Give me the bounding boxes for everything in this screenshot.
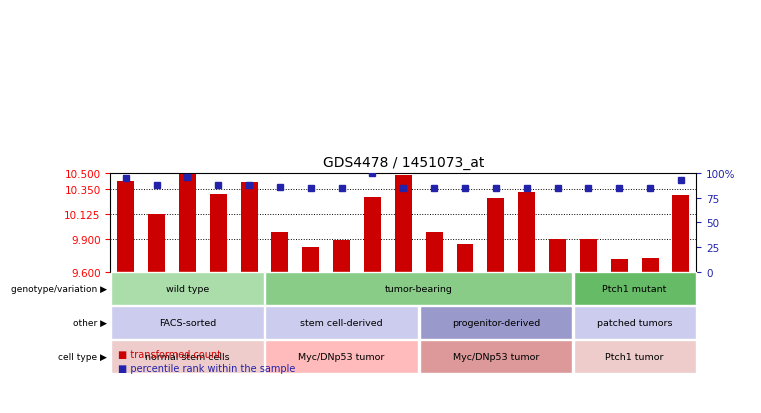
Bar xyxy=(673,195,689,272)
Bar xyxy=(549,239,566,272)
Bar xyxy=(518,192,535,272)
Text: Ptch1 mutant: Ptch1 mutant xyxy=(603,285,667,294)
Text: Myc/DNp53 tumor: Myc/DNp53 tumor xyxy=(453,352,539,361)
Text: tumor-bearing: tumor-bearing xyxy=(385,285,453,294)
Bar xyxy=(611,259,628,272)
Text: progenitor-derived: progenitor-derived xyxy=(452,318,540,328)
Text: wild type: wild type xyxy=(166,285,209,294)
Text: Myc/DNp53 tumor: Myc/DNp53 tumor xyxy=(298,352,385,361)
Bar xyxy=(240,182,258,272)
Bar xyxy=(210,194,227,272)
Text: normal stem cells: normal stem cells xyxy=(145,352,230,361)
Bar xyxy=(117,181,134,272)
Text: genotype/variation ▶: genotype/variation ▶ xyxy=(11,285,107,294)
Bar xyxy=(487,199,505,272)
Bar xyxy=(272,233,288,272)
Bar xyxy=(179,175,196,272)
Text: patched tumors: patched tumors xyxy=(597,318,673,328)
Title: GDS4478 / 1451073_at: GDS4478 / 1451073_at xyxy=(323,156,484,170)
Text: ■ transformed count: ■ transformed count xyxy=(118,349,221,359)
Text: ■ percentile rank within the sample: ■ percentile rank within the sample xyxy=(118,363,295,373)
Text: cell type ▶: cell type ▶ xyxy=(58,352,107,361)
Bar xyxy=(302,247,320,272)
Bar xyxy=(148,215,165,272)
Bar xyxy=(457,245,473,272)
Bar xyxy=(395,176,412,272)
Bar xyxy=(425,233,443,272)
Text: other ▶: other ▶ xyxy=(72,318,107,328)
Text: Ptch1 tumor: Ptch1 tumor xyxy=(606,352,664,361)
Bar xyxy=(333,240,350,272)
Bar xyxy=(642,258,658,272)
Bar xyxy=(364,197,381,272)
Bar xyxy=(580,239,597,272)
Text: FACS-sorted: FACS-sorted xyxy=(159,318,216,328)
Text: stem cell-derived: stem cell-derived xyxy=(301,318,383,328)
